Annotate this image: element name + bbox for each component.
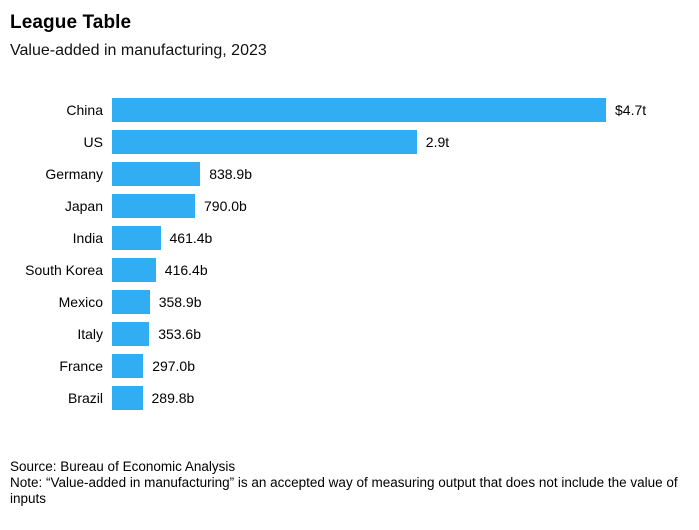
value-label: 297.0b (152, 358, 196, 374)
bar-row: Germany 838.9b (0, 158, 699, 190)
chart-header: League Table Value-added in manufacturin… (10, 12, 689, 60)
bar-row: South Korea 416.4b (0, 254, 699, 286)
value-label: 358.9b (158, 294, 202, 310)
category-label: South Korea (25, 262, 103, 278)
value-label: $4.7t (615, 102, 647, 118)
value-label: 2.9t (425, 134, 450, 150)
bar-row: Japan 790.0b (0, 190, 699, 222)
value-label: 790.0b (204, 198, 247, 214)
bar-row: China $4.7t (0, 94, 699, 126)
category-label: India (72, 230, 103, 246)
bar (112, 258, 156, 282)
value-label: 353.6b (158, 326, 202, 342)
bar (112, 130, 417, 154)
value-label: 289.8b (151, 390, 195, 406)
category-label: Germany (45, 166, 103, 182)
chart-subtitle: Value-added in manufacturing, 2023 (10, 42, 267, 59)
bar (112, 322, 150, 346)
bar-row: India 461.4b (0, 222, 699, 254)
bar (112, 354, 144, 378)
category-label: Mexico (58, 294, 103, 310)
category-label: Brazil (67, 390, 103, 406)
bar-row: Brazil 289.8b (0, 382, 699, 414)
bar (112, 226, 161, 250)
category-label: Italy (77, 326, 103, 342)
bar (112, 194, 195, 218)
value-label: 416.4b (164, 262, 208, 278)
bar-row: Mexico 358.9b (0, 286, 699, 318)
value-label: 838.9b (209, 166, 253, 182)
bar (112, 162, 201, 186)
bar (112, 386, 143, 410)
bar-chart: China $4.7t US 2.9t Germany 838.9b Japan 790.0b… (0, 94, 699, 414)
source-note: Source: Bureau of Economic Analysis (10, 459, 236, 474)
bar-row: France 297.0b (0, 350, 699, 382)
bar (112, 98, 606, 122)
chart-title: League Table (10, 12, 132, 33)
bar-row: US 2.9t (0, 126, 699, 158)
category-label: Japan (64, 198, 103, 214)
chart-footer: Source: Bureau of Economic Analysis Note… (10, 459, 691, 507)
category-label: China (66, 102, 103, 118)
bar-row: Italy 353.6b (0, 318, 699, 350)
category-label: France (59, 358, 103, 374)
value-label: 461.4b (169, 230, 213, 246)
bar (112, 290, 150, 314)
category-label: US (83, 134, 103, 150)
methodology-note: Note: “Value-added in manufacturing” is … (10, 475, 678, 506)
